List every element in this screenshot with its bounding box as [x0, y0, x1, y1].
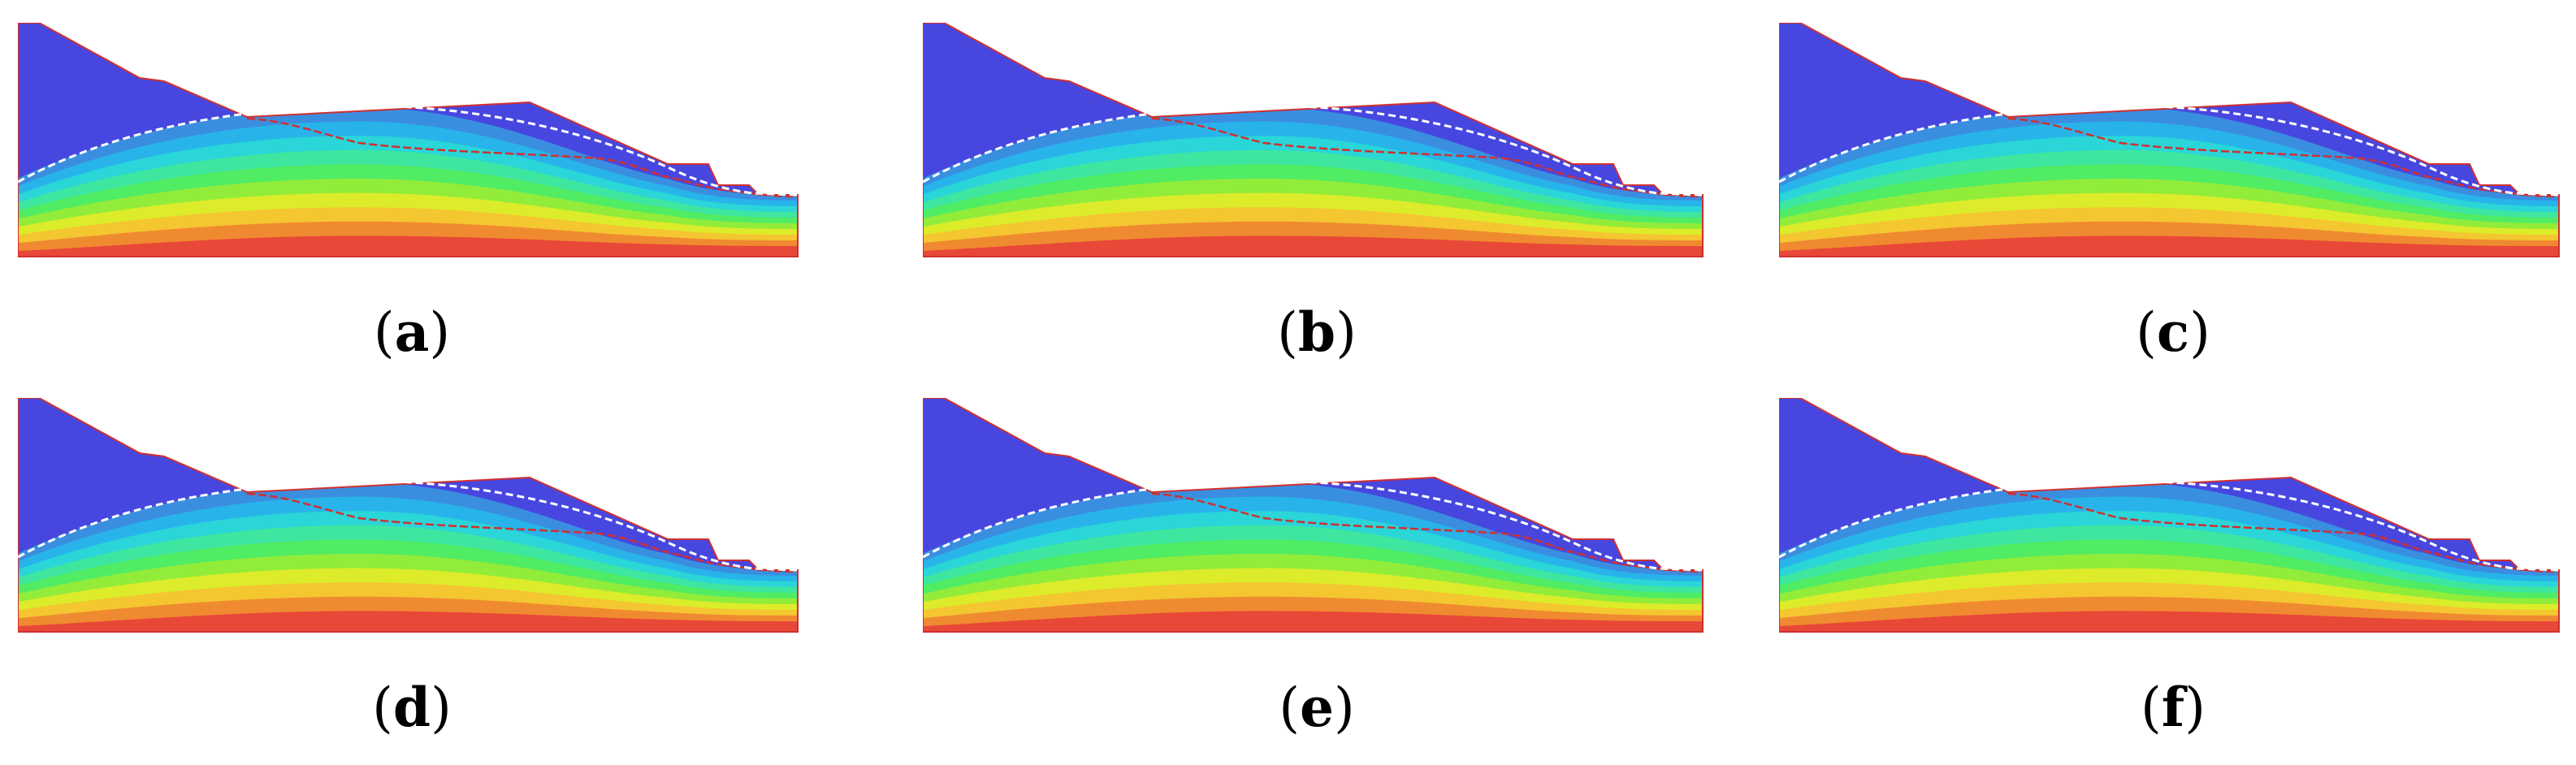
interface-line	[246, 492, 799, 573]
panel-e: (e)	[923, 398, 1711, 735]
contour-band	[1779, 611, 2559, 632]
contour-band	[18, 611, 798, 632]
panel-d: (d)	[18, 398, 806, 735]
phreatic-line	[18, 479, 799, 572]
seepage-contour-plot	[18, 398, 799, 633]
panel-caption: (e)	[1279, 676, 1355, 739]
seepage-contour-plot	[923, 398, 1704, 633]
panel-caption: (b)	[1277, 300, 1357, 364]
contour-band	[18, 236, 798, 257]
interface-line	[2007, 117, 2560, 198]
slope-boundary	[18, 23, 799, 257]
interface-line	[2007, 492, 2560, 573]
interface-line	[246, 117, 799, 198]
interface-line	[1151, 117, 1704, 198]
panel-a: (a)	[18, 23, 806, 360]
seepage-contour-plot	[18, 23, 799, 257]
interface-line	[1151, 492, 1704, 573]
phreatic-line	[923, 104, 1704, 197]
slope-boundary	[18, 398, 799, 633]
phreatic-line	[1779, 104, 2560, 197]
contour-band	[923, 611, 1703, 632]
phreatic-line	[1779, 479, 2560, 572]
phreatic-line	[923, 479, 1704, 572]
phreatic-line	[18, 104, 799, 197]
slope-boundary	[1779, 398, 2560, 633]
panel-caption: (a)	[373, 300, 451, 364]
panel-caption: (c)	[2136, 300, 2210, 364]
seepage-contour-plot	[923, 23, 1704, 257]
panel-caption: (f)	[2141, 676, 2206, 739]
panel-b: (b)	[923, 23, 1711, 360]
panel-c: (c)	[1779, 23, 2567, 360]
slope-boundary	[923, 398, 1704, 633]
seepage-contour-plot	[1779, 398, 2560, 633]
contour-band	[923, 236, 1703, 257]
panel-f: (f)	[1779, 398, 2567, 735]
panel-caption: (d)	[372, 676, 452, 739]
seepage-contour-plot	[1779, 23, 2560, 257]
slope-boundary	[1779, 23, 2560, 257]
contour-band	[1779, 236, 2559, 257]
slope-boundary	[923, 23, 1704, 257]
